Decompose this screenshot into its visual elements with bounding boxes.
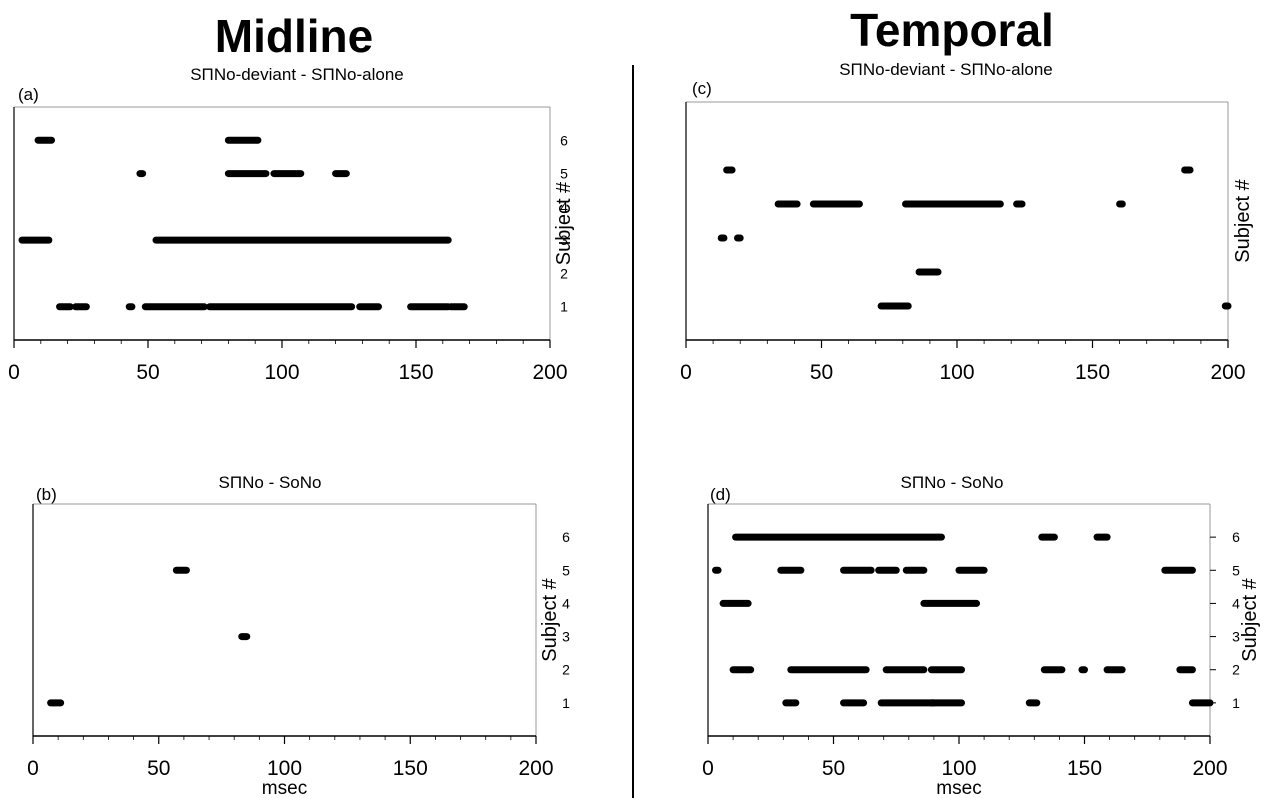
x-tick-label: 200: [518, 757, 553, 780]
x-tick-label: 0: [680, 361, 692, 384]
y-tick-label: 6: [560, 132, 568, 148]
y-axis-label: Subject #: [1239, 577, 1261, 661]
panel-title: SΠNo - SoNo: [901, 473, 1004, 492]
x-tick-label: 0: [27, 757, 39, 780]
panel-d: (d) SΠNo - SoNo 0 50 100 150 200 1 2 3 4 5 6 Subject …: [702, 473, 1261, 798]
x-tick-label: 100: [939, 361, 974, 384]
y-tick-label: 1: [560, 299, 568, 315]
heading-midline: Midline: [215, 10, 373, 62]
y-tick-label: 5: [562, 562, 570, 578]
panel-title: SΠNo - SoNo: [219, 473, 322, 492]
x-tick-label: 150: [1067, 757, 1102, 780]
x-tick-label: 200: [1210, 361, 1245, 384]
x-tick-label: 50: [810, 361, 833, 384]
x-tick-label: 200: [532, 361, 567, 384]
panel-label: (c): [692, 79, 712, 98]
y-tick-label: 2: [1232, 662, 1240, 678]
panel-label: (d): [710, 485, 731, 504]
y-tick-label: 3: [1232, 629, 1240, 645]
y-tick-label: 5: [1232, 562, 1240, 578]
x-axis-label: msec: [262, 778, 307, 798]
x-tick-label: 200: [1192, 757, 1227, 780]
y-tick-label: 2: [560, 265, 568, 281]
y-tick-label: 4: [560, 199, 568, 215]
x-tick-label: 50: [136, 361, 159, 384]
x-tick-label: 100: [267, 757, 302, 780]
y-tick-label: 6: [1232, 529, 1240, 545]
y-tick-label: 2: [562, 662, 570, 678]
x-tick-label: 100: [264, 361, 299, 384]
y-tick-label: 4: [1232, 595, 1240, 611]
x-tick-label: 0: [702, 757, 714, 780]
heading-temporal: Temporal: [850, 4, 1054, 56]
x-tick-label: 50: [822, 757, 845, 780]
y-tick-label: 5: [560, 166, 568, 182]
y-tick-label: 3: [562, 629, 570, 645]
x-tick-label: 150: [1075, 361, 1110, 384]
y-tick-label: 4: [562, 595, 570, 611]
panel-c: (c) SΠNo-deviant - SΠNo-alone 0 50 100 150 200…: [680, 60, 1254, 384]
x-tick-label: 150: [398, 361, 433, 384]
x-tick-label: 50: [147, 757, 170, 780]
panel-label: (a): [18, 85, 39, 104]
panel-label: (b): [36, 485, 57, 504]
panel-title: SΠNo-deviant - SΠNo-alone: [839, 60, 1053, 79]
panel-a: (a) SΠNo-deviant - SΠNo-alone 0 50 100 150 200…: [8, 65, 575, 384]
x-tick-label: 0: [8, 361, 20, 384]
y-axis-label: Subject #: [539, 577, 561, 661]
panel-title: SΠNo-deviant - SΠNo-alone: [190, 65, 404, 84]
y-tick-label: 1: [1232, 695, 1240, 711]
x-axis-label: msec: [936, 778, 981, 798]
x-tick-label: 150: [393, 757, 428, 780]
x-tick-label: 100: [941, 757, 976, 780]
y-axis-label: Subject #: [1232, 178, 1254, 262]
y-tick-label: 6: [562, 529, 570, 545]
y-tick-label: 1: [562, 695, 570, 711]
y-axis-label: Subject #: [553, 181, 575, 265]
panel-b: (b) SΠNo - SoNo 0 50 100 150 200 1 2 3 4 5 6 Subject …: [27, 473, 570, 798]
y-tick-label: 3: [560, 232, 568, 248]
